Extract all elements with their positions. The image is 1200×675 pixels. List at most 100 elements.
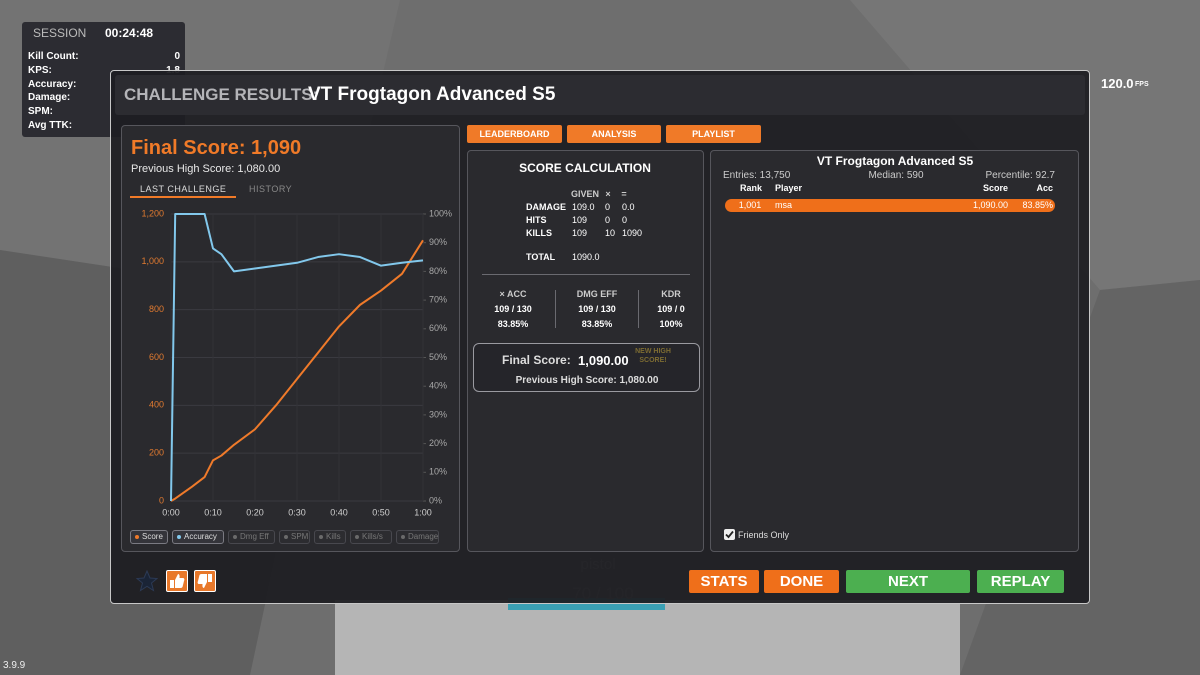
legend-chip[interactable] (350, 530, 392, 544)
row-result: 0 (622, 214, 628, 225)
action-button[interactable] (846, 570, 970, 593)
final-score-label: Final Score: (502, 352, 571, 367)
stat-label: KDR (661, 288, 681, 299)
legend-dot (355, 535, 359, 539)
row-label: HITS (526, 214, 547, 225)
legend-chip[interactable] (279, 530, 310, 544)
thumb-icon (197, 574, 212, 588)
percentile: Percentile: 92.7 (985, 170, 1056, 181)
total-label: TOTAL (526, 251, 556, 262)
accuracy: 83.85% (1022, 199, 1053, 210)
legend-chip[interactable] (314, 530, 346, 544)
legend-label: Kills (326, 532, 341, 542)
row-given: 109 (572, 227, 588, 238)
session-stat-label: Kill Count: (28, 51, 79, 62)
star-icon (135, 569, 159, 592)
action-button[interactable] (764, 570, 839, 593)
panel-button[interactable] (666, 125, 761, 143)
challenge-title: VT Frogtagon Advanced S5 (308, 83, 556, 105)
legend-dot (284, 535, 288, 539)
friends-only-label: Friends Only (738, 529, 790, 540)
panel-button[interactable] (567, 125, 661, 143)
favorite-button[interactable] (135, 569, 159, 592)
leaderboard-title: VT Frogtagon Advanced S5 (816, 153, 974, 168)
session-stat-label: SPM: (28, 106, 53, 118)
legend-label: Score (142, 532, 163, 542)
stat-ratio: 109 / 130 (494, 303, 532, 314)
score: 1,090.00 (972, 199, 1008, 210)
row-multiplier: 10 (605, 227, 616, 238)
stat-value: 83.85% (497, 318, 529, 329)
column-header: Rank (739, 182, 763, 193)
rank: 1,001 (738, 199, 762, 210)
session-stat-label: Accuracy: (28, 78, 77, 90)
check-mark (725, 530, 734, 539)
column-header: = (621, 188, 627, 199)
action-button-label: DONE (779, 572, 824, 590)
row-result: 1090 (622, 227, 643, 238)
action-button-label: REPLAY (990, 572, 1051, 590)
legend-label: Damage (408, 532, 439, 542)
legend-label: Kills/s (362, 532, 383, 542)
session-stat-label: Avg TTK: (28, 120, 73, 131)
previous-high-score: Previous High Score: 1,080.00 (515, 375, 659, 386)
legend-chip[interactable] (396, 530, 439, 544)
modal-header (115, 75, 1085, 115)
fps-unit: FPS (1135, 80, 1149, 88)
floor-block (335, 600, 960, 675)
row-given: 109.0 (572, 201, 595, 212)
stat-label: × ACC (499, 288, 527, 299)
row-label: KILLS (526, 227, 552, 238)
session-stat-value: 0 (174, 51, 180, 62)
panel-button[interactable] (467, 125, 562, 143)
session-stat-label: Damage: (28, 92, 71, 104)
stat-ratio: 109 / 0 (657, 303, 685, 314)
column-header: Acc (1036, 182, 1053, 193)
stat-value: 100% (659, 318, 683, 329)
legend-chip[interactable] (172, 530, 224, 544)
legend-label: SPM (291, 532, 309, 542)
stat-value: 83.85% (581, 318, 613, 329)
legend-dot (401, 535, 405, 539)
leaderboard-panel (710, 150, 1079, 552)
separator (555, 290, 556, 328)
separator (638, 290, 639, 328)
legend-chip[interactable] (228, 530, 275, 544)
version: 3.9.9 (3, 660, 26, 671)
panel-button-label: ANALYSIS (591, 128, 637, 139)
legend-label: Dmg Eff (240, 532, 269, 542)
action-button[interactable] (977, 570, 1064, 593)
thumb-icon (170, 574, 185, 588)
leaderboard-row[interactable] (725, 199, 1055, 212)
thumbs-up-button[interactable] (166, 570, 188, 592)
previous-high-score: Previous High Score: 1,080.00 (131, 163, 281, 176)
action-button[interactable] (689, 570, 759, 593)
total-value: 1090.0 (572, 251, 600, 262)
median: Median: 590 (868, 170, 924, 181)
panel-button-label: PLAYLIST (692, 128, 735, 139)
legend-dot (135, 535, 139, 539)
row-multiplier: 0 (605, 214, 611, 225)
final-score: Final Score: 1,090 (131, 137, 302, 159)
final-score-value: 1,090.00 (578, 353, 629, 369)
tab[interactable]: HISTORY (249, 183, 293, 194)
row-label: DAMAGE (526, 201, 566, 212)
column-header: GIVEN (571, 188, 600, 199)
legend-dot (233, 535, 237, 539)
thumbs-down-button[interactable] (194, 570, 216, 592)
row-result: 0.0 (622, 201, 635, 212)
session-stat-label: KPS: (28, 64, 52, 76)
new-high-badge: NEW HIGH SCORE! (635, 348, 671, 364)
action-button-label: NEXT (887, 572, 929, 590)
legend-label: Accuracy (184, 532, 217, 542)
legend-chip[interactable] (130, 530, 168, 544)
tab-underline (130, 196, 236, 198)
final-score-box (473, 343, 700, 392)
action-button-label: STATS (700, 572, 748, 590)
fps-value: 120.0 (1101, 76, 1134, 92)
tab[interactable]: LAST CHALLENGE (140, 183, 227, 194)
checkbox[interactable] (724, 529, 735, 540)
panel-button-label: LEADERBOARD (479, 128, 550, 139)
stat-label: DMG EFF (576, 288, 618, 299)
